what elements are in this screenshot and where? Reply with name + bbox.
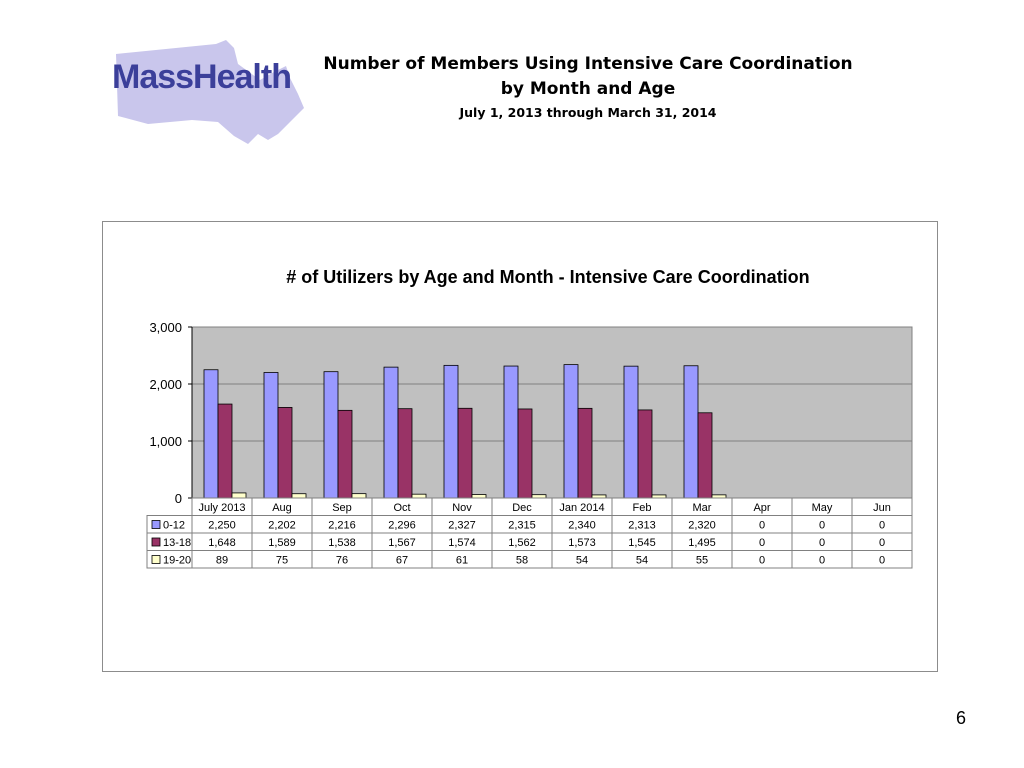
page-title-line2: by Month and Age <box>500 79 676 99</box>
x-category-label: Jun <box>873 502 891 514</box>
logo-text: MassHealth <box>112 58 291 96</box>
x-category-label: Feb <box>633 502 652 514</box>
y-tick-label: 0 <box>175 491 182 506</box>
legend-key-19-20 <box>151 555 161 564</box>
x-category-label: May <box>812 502 833 514</box>
data-label: 75 <box>276 555 288 567</box>
table-body <box>146 515 913 569</box>
massachusetts-shape-icon <box>116 40 304 144</box>
bar-13-18-Aug <box>277 407 293 499</box>
bar-19-20-Oct <box>411 493 427 499</box>
data-label: 58 <box>516 555 528 567</box>
data-label: 89 <box>216 555 228 567</box>
bar-13-18-Dec <box>517 408 533 499</box>
bar-13-18-Sep <box>337 409 353 499</box>
data-label: 0 <box>759 537 765 549</box>
legend-label: 13-18 <box>163 537 191 549</box>
x-category-label: Oct <box>393 502 410 514</box>
x-category-label: Aug <box>272 502 292 514</box>
y-tick-label: 3,000 <box>149 320 182 335</box>
data-label: 0 <box>879 520 885 532</box>
bar-13-18-Jan 2014 <box>577 407 593 499</box>
data-label: 1,573 <box>568 537 596 549</box>
bar-19-20-Aug <box>291 493 307 499</box>
x-category-label: Jan 2014 <box>559 502 604 514</box>
data-label: 2,315 <box>508 520 536 532</box>
data-label: 0 <box>819 555 825 567</box>
data-label: 0 <box>759 520 765 532</box>
x-category-label: Dec <box>512 502 532 514</box>
data-label: 76 <box>336 555 348 567</box>
page-header: Number of Members Using Intensive Care C… <box>318 52 858 124</box>
data-label: 55 <box>696 555 708 567</box>
data-label: 1,545 <box>628 537 656 549</box>
x-category-label: July 2013 <box>198 502 245 514</box>
plot-area <box>191 326 913 499</box>
data-label: 2,250 <box>208 520 236 532</box>
data-label: 2,296 <box>388 520 416 532</box>
bar-19-20-Nov <box>471 494 487 499</box>
bar-13-18-July 2013 <box>217 403 233 499</box>
data-label: 1,567 <box>388 537 416 549</box>
data-label: 2,320 <box>688 520 716 532</box>
data-label: 1,538 <box>328 537 356 549</box>
bar-19-20-July 2013 <box>231 492 247 499</box>
bar-0-12-Dec <box>503 365 519 499</box>
page-number: 6 <box>955 708 966 728</box>
bar-13-18-Mar <box>697 412 713 499</box>
data-label: 61 <box>456 555 468 567</box>
bar-0-12-Jan 2014 <box>563 364 579 499</box>
bar-13-18-Oct <box>397 408 413 499</box>
legend-key-0-12 <box>151 520 161 529</box>
y-tick-label: 1,000 <box>149 434 182 449</box>
bar-19-20-Sep <box>351 493 367 499</box>
bar-0-12-July 2013 <box>203 369 219 499</box>
bar-0-12-Nov <box>443 364 459 499</box>
y-tick-label: 2,000 <box>149 377 182 392</box>
data-label: 0 <box>819 537 825 549</box>
page-title-line1: Number of Members Using Intensive Care C… <box>323 54 853 74</box>
bar-0-12-Feb <box>623 365 639 499</box>
x-category-label: Nov <box>452 502 472 514</box>
bar-0-12-Aug <box>263 372 279 499</box>
data-label: 1,574 <box>448 537 476 549</box>
data-label: 2,313 <box>628 520 656 532</box>
bar-0-12-Oct <box>383 366 399 499</box>
legend-key-13-18 <box>151 537 161 547</box>
x-category-label: Sep <box>332 502 352 514</box>
data-label: 0 <box>879 555 885 567</box>
data-label: 1,648 <box>208 537 236 549</box>
data-label: 2,216 <box>328 520 356 532</box>
utilizers-chart: # of Utilizers by Age and Month - Intens… <box>146 267 913 569</box>
legend-label: 0-12 <box>163 520 185 532</box>
bar-13-18-Nov <box>457 407 473 499</box>
legend-label: 19-20 <box>163 555 191 567</box>
data-label: 0 <box>759 555 765 567</box>
x-category-label: Mar <box>693 502 712 514</box>
page-date-range: July 1, 2013 through March 31, 2014 <box>459 105 717 120</box>
data-label: 0 <box>879 537 885 549</box>
bar-13-18-Feb <box>637 409 653 499</box>
data-label: 67 <box>396 555 408 567</box>
x-category-label: Apr <box>753 502 770 514</box>
chart-title: # of Utilizers by Age and Month - Intens… <box>286 267 809 287</box>
data-label: 1,589 <box>268 537 296 549</box>
data-label: 1,495 <box>688 537 716 549</box>
data-label: 2,340 <box>568 520 596 532</box>
bar-0-12-Sep <box>323 371 339 499</box>
data-label: 2,327 <box>448 520 476 532</box>
data-label: 0 <box>819 520 825 532</box>
data-label: 1,562 <box>508 537 536 549</box>
data-label: 54 <box>636 555 648 567</box>
masshealth-logo: MassHealth <box>112 40 304 144</box>
bar-0-12-Mar <box>683 365 699 499</box>
data-label: 54 <box>576 555 588 567</box>
data-label: 2,202 <box>268 520 296 532</box>
